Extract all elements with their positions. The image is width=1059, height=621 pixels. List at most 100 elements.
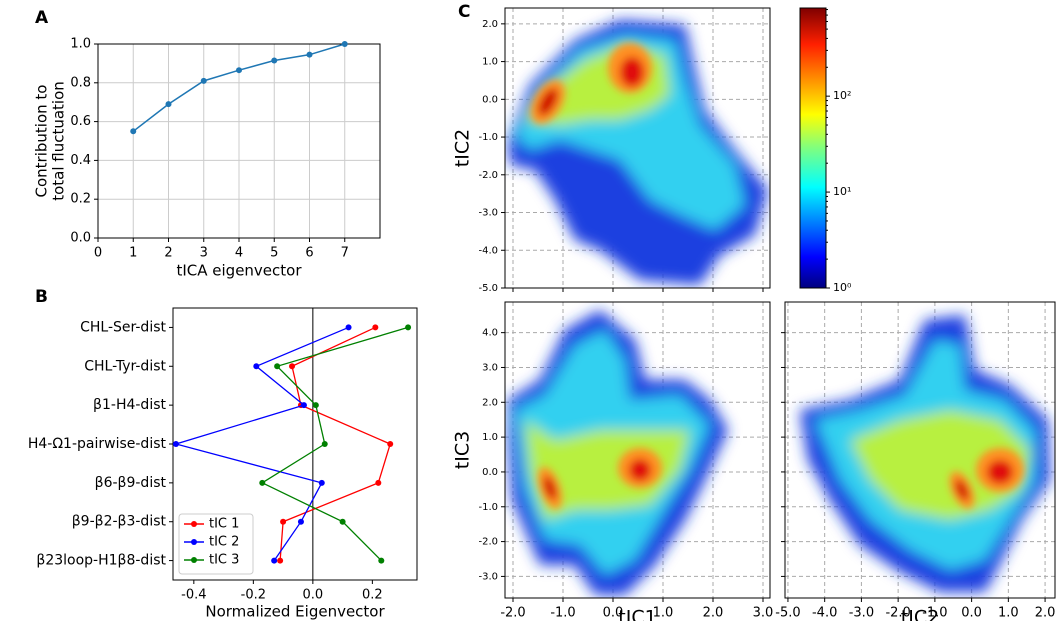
marker [277,557,284,564]
y-tick-label: 0.0 [482,94,498,105]
colorbar-tick-label: 10⁰ [833,281,852,294]
x-tick-label: 0 [94,246,102,261]
x-tick-label: -5.0 [775,606,800,621]
x-axis-label: tIC2 [901,607,939,621]
y-tick-label: β9-β2-β3-dist [72,514,167,530]
y-tick-label: -1.0 [478,502,498,513]
y-tick-label: 2.0 [482,397,498,408]
y-tick-label: 1.0 [70,37,91,52]
y-tick-label: 0.0 [70,231,91,246]
x-tick-label: 1 [129,246,137,261]
panel-label: B [35,287,48,307]
x-tick-label: 5 [270,246,278,261]
x-tick-label: -4.0 [812,606,837,621]
y-tick-label: -5.0 [478,283,498,294]
marker [300,402,307,409]
y-tick-label: -1.0 [478,132,498,143]
marker [130,128,137,135]
y-axis-label: Contribution to [33,85,51,198]
x-axis-label: tICA eigenvector [176,262,302,280]
x-axis-label: Normalized Eigenvector [205,603,385,621]
x-tick-label: 4 [235,246,243,261]
y-tick-label: H4-Ω1-pairwise-dist [28,436,167,452]
x-tick-label: -3.0 [849,606,874,621]
x-tick-label: -2.0 [500,606,525,621]
colorbar-tick-label: 10² [833,89,851,102]
axes-frame [504,7,771,289]
marker [259,479,266,486]
y-tick-label: CHL-Ser-dist [80,319,166,335]
y-tick-label: -2.0 [478,537,498,548]
x-tick-label: 7 [341,246,349,261]
y-tick-label: -3.0 [478,208,498,219]
x-axis-label: tIC1 [618,607,656,621]
x-tick-label: -1.0 [550,606,575,621]
marker [280,518,287,525]
x-tick-label: 2.0 [703,606,724,621]
legend-label: tIC 2 [209,535,239,550]
y-axis-label: total fluctuation [50,81,68,201]
x-tick-label: 0.2 [362,588,383,603]
legend-marker [191,539,197,545]
panel-label: C [458,2,470,22]
y-tick-label: 1.0 [482,57,498,68]
x-tick-label: 0.0 [961,606,982,621]
x-tick-label: -2.0 [885,606,910,621]
axes-frame [97,43,381,239]
marker [165,101,172,108]
y-tick-label: 2.0 [482,19,498,30]
x-tick-label: 0.0 [603,606,624,621]
density-map [508,20,768,285]
panel-label: A [35,8,49,28]
x-tick-label: -0.4 [181,588,206,603]
x-tick-label: 3 [200,246,208,261]
density-map [800,315,1050,592]
y-tick-label: -3.0 [478,571,498,582]
marker [271,57,278,64]
marker [200,77,207,84]
x-tick-label: -0.2 [241,588,266,603]
y-tick-label: 4.0 [482,328,498,339]
legend-label: tIC 3 [209,553,239,568]
y-axis-label: tIC3 [452,431,474,469]
x-tick-label: 6 [305,246,313,261]
x-tick-label: 2.0 [1035,606,1056,621]
marker [372,324,379,331]
y-tick-label: 0.0 [482,467,498,478]
marker [274,363,281,370]
marker [236,67,242,74]
series-line [279,326,392,561]
y-tick-label: β23loop-H1β8-dist [36,553,166,569]
marker [345,324,352,331]
marker [318,479,325,486]
x-tick-label: 1.0 [653,606,674,621]
y-tick-label: -4.0 [478,245,498,256]
x-tick-label: -1.0 [922,606,947,621]
marker [306,51,313,58]
marker [312,402,319,409]
x-tick-label: 2 [164,246,172,261]
axes-frame [784,301,1056,599]
y-tick-label: 0.2 [70,192,91,207]
marker [271,557,278,564]
marker [375,479,382,486]
marker [297,518,304,525]
series-line [260,326,409,562]
colorbar-tick-label: 10¹ [833,185,851,198]
axes-frame [504,301,771,599]
y-tick-label: 0.8 [70,75,91,90]
marker [341,41,348,47]
marker [405,324,412,331]
legend-marker [191,521,197,527]
y-tick-label: β1-H4-dist [93,397,166,413]
y-tick-label: 0.4 [70,153,91,168]
x-tick-label: 3.0 [753,606,774,621]
x-tick-label: 1.0 [998,606,1019,621]
y-tick-label: -2.0 [478,170,498,181]
legend-box [178,513,254,575]
marker [321,441,328,447]
y-tick-label: CHL-Tyr-dist [84,358,166,374]
marker [339,518,346,525]
marker [172,441,179,447]
